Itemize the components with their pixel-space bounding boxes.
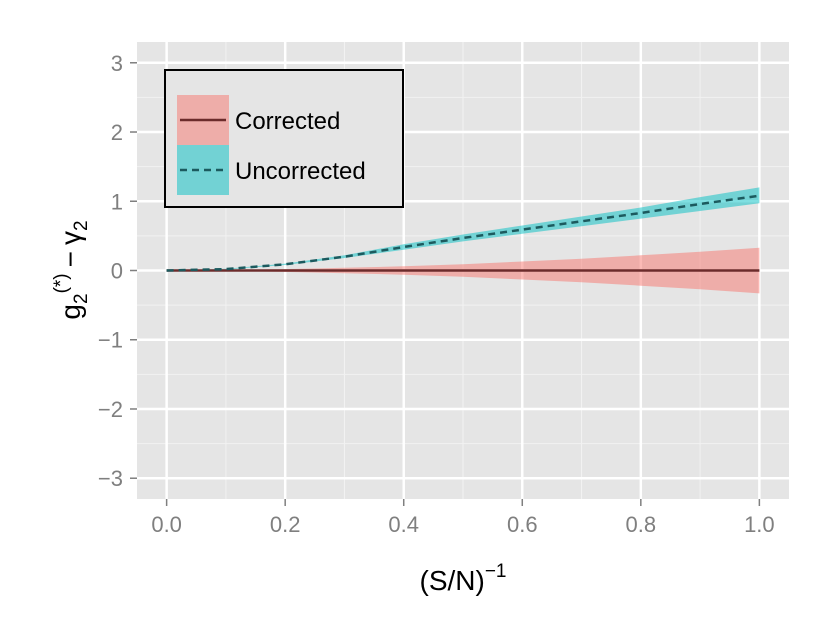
x-axis-title: (S/N)−1: [420, 561, 507, 596]
legend-label-uncorrected: Uncorrected: [235, 158, 366, 185]
x-tick-label: 0.4: [388, 512, 419, 537]
x-axis: 0.0 0.2 0.4 0.6 0.8 1.0: [151, 499, 775, 537]
series-lines: [166, 194, 760, 272]
y-axis: −3 −2 −1 0 1 2 3: [98, 51, 137, 491]
y-axis-title-g-superscript: (*): [51, 273, 72, 293]
y-tick-label: −2: [98, 397, 123, 422]
x-tick-label: 0.2: [270, 512, 301, 537]
legend-item-corrected: Corrected: [177, 95, 340, 145]
y-tick-label: 0: [111, 259, 123, 284]
legend: Corrected Uncorrected: [164, 69, 404, 208]
y-axis-title-g: g: [55, 304, 86, 320]
legend-label-corrected: Corrected: [235, 108, 340, 135]
line-uncorrected: [166, 194, 760, 272]
x-tick-label: 0.0: [151, 512, 182, 537]
x-axis-title-exponent: −1: [485, 561, 507, 582]
y-tick-label: −1: [98, 328, 123, 353]
y-axis-title-minus: −: [55, 251, 86, 267]
y-axis-title-gamma: γ: [55, 231, 86, 245]
y-axis-title-g-subscript: 2: [71, 293, 92, 304]
y-tick-label: 1: [111, 189, 123, 214]
y-axis-title-gamma-subscript: 2: [71, 220, 92, 231]
x-tick-label: 0.6: [507, 512, 538, 537]
x-tick-label: 0.8: [626, 512, 657, 537]
x-axis-title-base: (S/N): [420, 565, 485, 596]
legend-item-uncorrected: Uncorrected: [177, 145, 366, 195]
x-tick-label: 1.0: [744, 512, 775, 537]
y-axis-title: g2(*)−γ2: [51, 220, 92, 319]
y-tick-label: −3: [98, 466, 123, 491]
y-tick-label: 3: [111, 51, 123, 76]
y-tick-label: 2: [111, 120, 123, 145]
